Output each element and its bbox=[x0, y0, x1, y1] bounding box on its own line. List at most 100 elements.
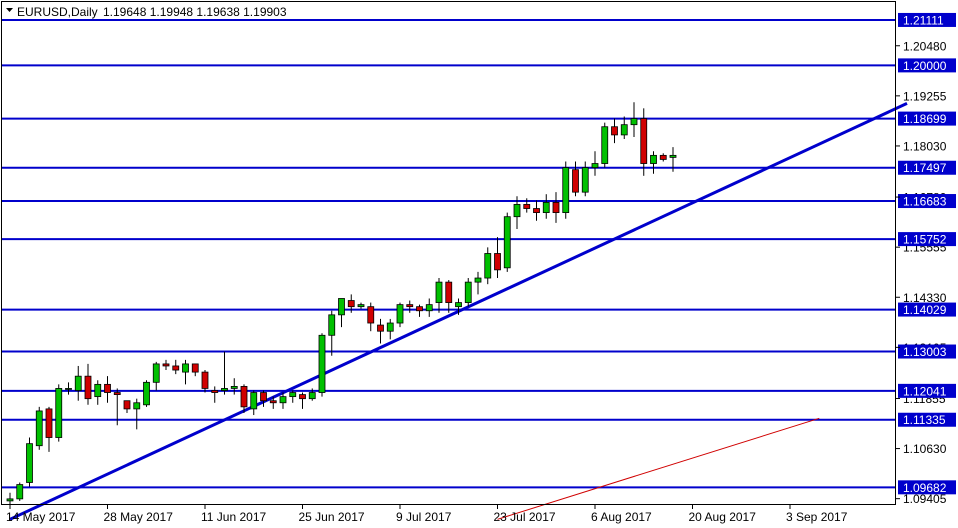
bull-candle[interactable] bbox=[289, 390, 297, 403]
price-tick-label: 1.19255 bbox=[903, 89, 947, 103]
bull-candle[interactable] bbox=[35, 406, 43, 450]
bear-candle[interactable] bbox=[416, 304, 423, 317]
candle-body bbox=[269, 400, 277, 404]
bear-candle[interactable] bbox=[299, 392, 306, 409]
bear-candle[interactable] bbox=[572, 161, 579, 197]
level-price-tag: 1.20000 bbox=[898, 58, 956, 73]
candle-body bbox=[45, 408, 53, 438]
candle-body bbox=[435, 281, 443, 303]
candle-body bbox=[65, 388, 72, 390]
bull-candle[interactable] bbox=[55, 384, 63, 442]
candle-body bbox=[230, 386, 238, 389]
bull-candle[interactable] bbox=[650, 151, 657, 174]
candle-body bbox=[338, 298, 345, 316]
candle-body bbox=[74, 375, 82, 391]
candle-body bbox=[16, 484, 24, 500]
bull-candle[interactable] bbox=[16, 482, 24, 501]
bull-candle[interactable] bbox=[581, 161, 589, 197]
bull-candle[interactable] bbox=[503, 212, 511, 272]
bear-candle[interactable] bbox=[377, 318, 384, 344]
candle-body bbox=[152, 363, 160, 383]
bull-candle[interactable] bbox=[338, 298, 345, 328]
bear-candle[interactable] bbox=[104, 376, 111, 403]
bull-candle[interactable] bbox=[455, 298, 462, 315]
bull-candle[interactable] bbox=[484, 247, 492, 285]
bear-candle[interactable] bbox=[84, 363, 92, 405]
bull-candle[interactable] bbox=[6, 492, 14, 505]
time-tick-label: 14 May 2017 bbox=[6, 510, 76, 524]
bear-candle[interactable] bbox=[659, 153, 667, 162]
bear-candle[interactable] bbox=[211, 386, 219, 403]
bear-candle[interactable] bbox=[260, 390, 267, 407]
bear-candle[interactable] bbox=[367, 302, 375, 332]
bull-candle[interactable] bbox=[133, 398, 141, 430]
bull-candle[interactable] bbox=[182, 359, 189, 385]
bear-candle[interactable] bbox=[172, 359, 180, 375]
bear-candle[interactable] bbox=[347, 294, 355, 313]
bull-candle[interactable] bbox=[74, 365, 82, 401]
bear-candle[interactable] bbox=[162, 359, 170, 371]
candle-body bbox=[172, 365, 180, 371]
bull-candle[interactable] bbox=[630, 102, 638, 137]
bull-candle[interactable] bbox=[591, 151, 599, 176]
bear-candle[interactable] bbox=[523, 198, 531, 213]
time-tick-label: 23 Jul 2017 bbox=[494, 510, 556, 524]
bull-candle[interactable] bbox=[620, 116, 628, 139]
bull-candle[interactable] bbox=[435, 278, 443, 313]
bull-candle[interactable] bbox=[396, 302, 404, 328]
plot-frame bbox=[1, 1, 896, 505]
time-tick-label: 20 Aug 2017 bbox=[689, 510, 757, 524]
bull-candle[interactable] bbox=[65, 382, 72, 395]
bull-candle[interactable] bbox=[464, 278, 472, 307]
bear-candle[interactable] bbox=[494, 237, 501, 279]
bull-candle[interactable] bbox=[425, 298, 433, 317]
candle-body bbox=[318, 334, 326, 393]
level-price-tag: 1.15752 bbox=[898, 232, 956, 247]
bull-candle[interactable] bbox=[669, 147, 677, 172]
bull-candle[interactable] bbox=[94, 380, 102, 405]
bull-candle[interactable] bbox=[357, 302, 365, 309]
bear-candle[interactable] bbox=[640, 108, 648, 176]
bull-candle[interactable] bbox=[143, 380, 150, 407]
candle-body bbox=[611, 126, 618, 136]
price-axis: 1.094051.106301.118551.131051.143301.155… bbox=[896, 12, 956, 506]
bear-candle[interactable] bbox=[123, 400, 131, 413]
bull-candle[interactable] bbox=[542, 194, 550, 219]
bear-candle[interactable] bbox=[201, 370, 209, 393]
bull-candle[interactable] bbox=[318, 333, 326, 397]
bull-candle[interactable] bbox=[328, 310, 336, 356]
candle-body bbox=[552, 201, 560, 214]
bull-candle[interactable] bbox=[513, 196, 521, 229]
symbol-label: EURUSD,Daily bbox=[17, 5, 98, 19]
candle-body bbox=[357, 304, 365, 308]
bull-candle[interactable] bbox=[474, 271, 482, 295]
trendline-secondary[interactable] bbox=[497, 417, 820, 520]
bear-candle[interactable] bbox=[191, 363, 199, 377]
bear-candle[interactable] bbox=[45, 406, 53, 452]
bear-candle[interactable] bbox=[533, 200, 540, 221]
candle-body bbox=[425, 304, 433, 312]
bull-candle[interactable] bbox=[230, 378, 238, 395]
bear-candle[interactable] bbox=[240, 384, 248, 413]
bull-candle[interactable] bbox=[386, 318, 394, 340]
bull-candle[interactable] bbox=[308, 388, 316, 401]
bull-candle[interactable] bbox=[152, 361, 160, 391]
bull-candle[interactable] bbox=[279, 392, 287, 409]
bear-candle[interactable] bbox=[445, 280, 453, 313]
bear-candle[interactable] bbox=[552, 192, 560, 223]
bear-candle[interactable] bbox=[113, 388, 121, 426]
candle-body bbox=[260, 392, 267, 402]
time-tick-label: 25 Jun 2017 bbox=[299, 510, 365, 524]
bear-candle[interactable] bbox=[406, 300, 414, 313]
time-tick-label: 3 Sep 2017 bbox=[786, 510, 848, 524]
candle-body bbox=[55, 388, 63, 438]
bull-candle[interactable] bbox=[562, 161, 570, 219]
bear-candle[interactable] bbox=[611, 118, 618, 144]
bull-candle[interactable] bbox=[26, 437, 33, 487]
bull-candle[interactable] bbox=[601, 122, 609, 168]
bull-candle[interactable] bbox=[250, 390, 258, 416]
bull-candle[interactable] bbox=[221, 351, 228, 395]
bear-candle[interactable] bbox=[269, 396, 277, 409]
triangle-down-icon[interactable] bbox=[6, 8, 13, 12]
